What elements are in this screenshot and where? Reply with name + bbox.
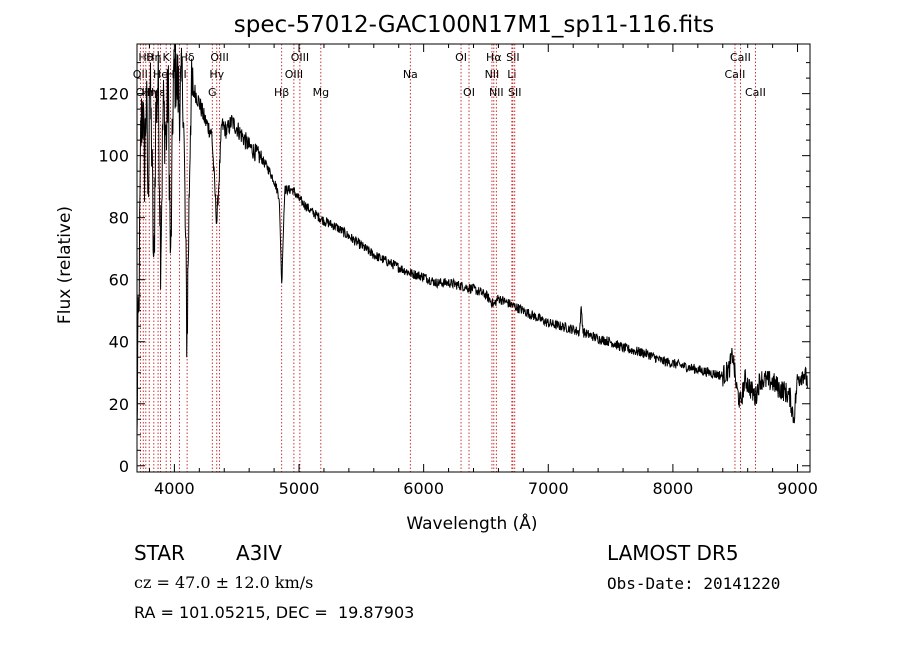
survey-name: LAMOST DR5 — [607, 541, 739, 565]
line-marker-label: Mg — [313, 86, 329, 99]
line-marker-label: He — [153, 68, 168, 81]
x-tick-label: 8000 — [653, 479, 694, 498]
x-tick-label: 4000 — [154, 479, 195, 498]
redshift-value: cz = 47.0 ± 12.0 km/s — [134, 573, 314, 592]
line-marker-label: Hη — [146, 51, 161, 64]
obs-date: Obs-Date: 20141220 — [607, 574, 781, 593]
line-marker-label: OI — [455, 51, 467, 64]
plot-frame — [136, 43, 811, 473]
line-marker-label: Hα — [486, 51, 502, 64]
line-marker-label: K — [163, 51, 171, 64]
line-marker-label: SII — [508, 86, 521, 99]
coordinates: RA = 101.05215, DEC = 19.87903 — [134, 603, 415, 622]
line-marker-label: CaII — [745, 86, 766, 99]
line-marker-label: CaII — [730, 51, 751, 64]
y-tick-label: 20 — [109, 395, 129, 414]
object-subclass: A3IV — [236, 541, 282, 565]
y-tick-label: 80 — [109, 209, 129, 228]
line-marker-label: Hγ — [209, 68, 224, 81]
line-marker-label: H — [166, 68, 174, 81]
line-marker-label: Hθ — [138, 51, 153, 64]
x-tick-label: 9000 — [777, 479, 818, 498]
line-marker-label: NII — [485, 68, 500, 81]
line-marker-label: Li — [507, 68, 516, 81]
object-class: STAR — [134, 541, 185, 565]
line-marker-layer: OIIOIIHθHηHηHεHeKHNIIHδGHγOIIIHβOIIIOIII… — [133, 44, 766, 472]
line-marker-label: Hδ — [180, 51, 195, 64]
line-marker-label: OI — [463, 86, 475, 99]
spectrum-line — [136, 43, 808, 437]
x-axis: 4000 5000 6000 7000 8000 9000 — [148, 44, 818, 498]
line-marker-label: SII — [506, 51, 519, 64]
line-marker-label: OIII — [210, 51, 228, 64]
y-tick-label: 0 — [119, 457, 129, 476]
line-marker-label: Hβ — [274, 86, 289, 99]
x-tick-label: 6000 — [403, 479, 444, 498]
line-marker-label: OIII — [285, 68, 303, 81]
y-tick-label: 60 — [109, 271, 129, 290]
x-axis-label: Wavelength (Å) — [406, 512, 537, 534]
chart-title: spec-57012-GAC100N17M1_sp11-116.fits — [234, 12, 714, 38]
line-marker-label: G — [208, 86, 217, 99]
x-tick-label: 5000 — [279, 479, 320, 498]
y-tick-label: 40 — [109, 333, 129, 352]
line-marker-label: Na — [403, 68, 418, 81]
y-tick-label: 100 — [98, 147, 129, 166]
y-axis: 0 20 40 60 80 100 120 — [98, 62, 810, 476]
y-axis-label: Flux (relative) — [55, 206, 75, 324]
line-marker-label: CaII — [725, 68, 746, 81]
y-tick-label: 120 — [98, 85, 129, 104]
line-marker-label: OIII — [291, 51, 309, 64]
spectrum-layer — [136, 43, 808, 437]
line-marker-label: NII — [489, 86, 504, 99]
x-tick-label: 7000 — [528, 479, 569, 498]
